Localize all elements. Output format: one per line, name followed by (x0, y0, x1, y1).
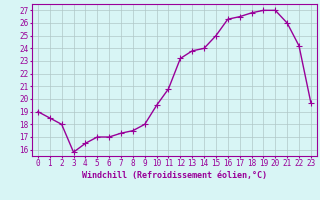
X-axis label: Windchill (Refroidissement éolien,°C): Windchill (Refroidissement éolien,°C) (82, 171, 267, 180)
